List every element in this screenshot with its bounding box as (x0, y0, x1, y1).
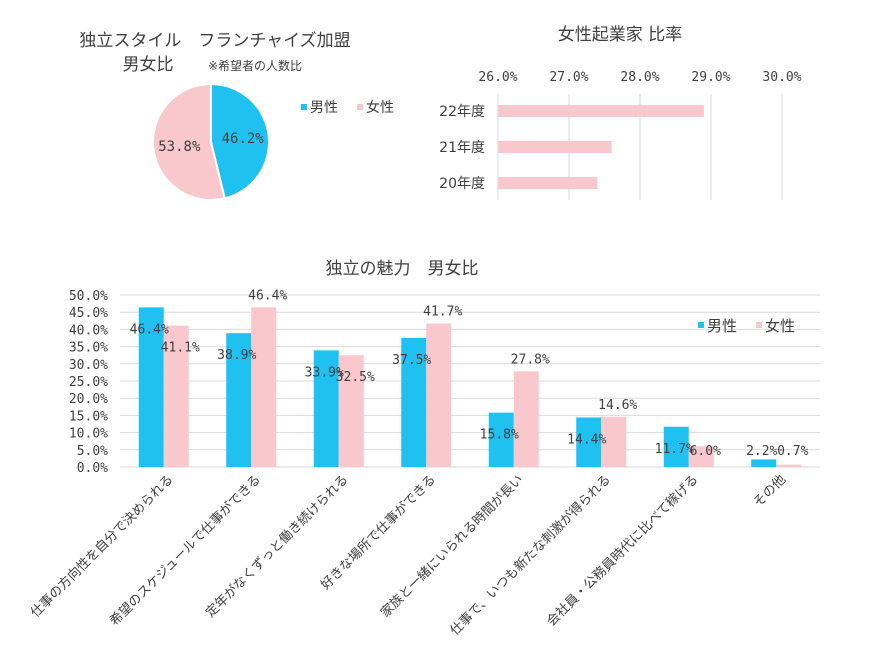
pie-slices (152, 82, 270, 201)
appeal-legend: 男性 女性 (698, 317, 795, 335)
pie-slice-female (152, 82, 226, 201)
appeal-bar-male (138, 307, 164, 467)
appeal-bar-female (163, 325, 189, 467)
appeal-data-label-female: 41.7% (423, 305, 462, 320)
appeal-legend-female-marker-icon (756, 322, 762, 328)
appeal-bar-male (663, 426, 689, 467)
appeal-category-labels: 仕事の方向性を自分で決められる希望のスケジュールで仕事ができる定年がなくずっと働… (27, 472, 789, 639)
ratio-tick-label: 30.0% (762, 70, 801, 85)
appeal-bar-male (226, 333, 252, 467)
pie-data-label: 53.8% (158, 139, 201, 155)
pie-note: ※希望者の人数比 (208, 58, 302, 73)
ratio-bar (498, 177, 598, 189)
ratio-tick-label: 28.0% (620, 70, 659, 85)
appeal-legend-male-marker-icon (698, 322, 704, 328)
appeal-data-label-female: 46.4% (248, 288, 287, 303)
appeal-category-label: 家族と一緒にいられる時間が長い (377, 472, 526, 621)
appeal-data-label-male: 38.9% (217, 348, 256, 363)
ratio-bar (498, 141, 612, 153)
appeal-data-labels: 46.4% 41.1% 38.9% 46.4% 33.9%32.5% 37.5% 41.7%… (130, 288, 809, 459)
appeal-category-label: 仕事で、いつも新たな刺激が得られる (447, 472, 614, 639)
appeal-bar-male (401, 338, 427, 467)
pie-slice-male (210, 82, 270, 200)
appeal-tick-label: 15.0% (69, 409, 108, 424)
pie-subtitle: 男女比 (123, 55, 174, 75)
ratio-category-labels: 22年度 21年度 20年度 (439, 104, 485, 192)
pie-title: 独立スタイル フランチャイズ加盟 (79, 31, 350, 51)
appeal-bar-male (576, 417, 602, 467)
appeal-tick-label: 20.0% (69, 392, 108, 407)
appeal-bar-female (251, 307, 277, 467)
ratio-category-label: 22年度 (439, 104, 485, 120)
appeal-tick-label: 30.0% (69, 358, 108, 373)
appeal-bar-female (426, 323, 452, 467)
appeal-data-label-female: 27.8% (511, 352, 550, 367)
appeal-chart-panel: 独立の魅力 男女比 50.0% 45.0% 40.0% 35.0% 30.0% 25.0%… (27, 259, 820, 639)
appeal-bar-male (751, 459, 777, 467)
legend-male-label: 男性 (310, 100, 338, 116)
ratio-bar (498, 105, 704, 117)
ratio-axis-ticks: 26.0% 27.0% 28.0% 29.0% 30.0% (478, 70, 801, 85)
appeal-bar-male (313, 350, 339, 467)
ratio-tick-label: 29.0% (691, 70, 730, 85)
pie-labels: 46.2% 53.8% (158, 131, 264, 155)
appeal-data-label-male: 14.4% (567, 432, 606, 447)
appeal-bars (138, 307, 802, 467)
appeal-category-label: その他 (751, 472, 789, 510)
appeal-data-label-male: 11.7% (655, 442, 694, 457)
appeal-data-label-male: 37.5% (392, 353, 431, 368)
appeal-bar-male (488, 412, 514, 467)
appeal-tick-label: 45.0% (69, 306, 108, 321)
appeal-tick-label: 5.0% (77, 444, 108, 459)
legend-female-marker-icon (357, 104, 363, 110)
pie-legend: 男性 女性 (301, 99, 394, 116)
appeal-category-label: 希望のスケジュールで仕事ができる (107, 472, 265, 630)
ratio-category-label: 21年度 (439, 140, 485, 156)
appeal-title: 独立の魅力 男女比 (326, 259, 479, 279)
appeal-data-label-male: 33.9% (305, 365, 344, 380)
appeal-bar-female (688, 446, 714, 467)
ratio-tick-label: 27.0% (549, 70, 588, 85)
appeal-data-label-female: 0.7% (777, 444, 808, 459)
appeal-bar-female (513, 371, 539, 467)
appeal-data-label-male: 46.4% (130, 322, 169, 337)
appeal-tick-label: 35.0% (69, 341, 108, 356)
appeal-data-label-female: 6.0% (690, 444, 721, 459)
ratio-tick-label: 26.0% (478, 70, 517, 85)
appeal-category-label: 仕事の方向性を自分で決められる (27, 472, 176, 621)
appeal-bar-female (601, 416, 627, 467)
appeal-tick-label: 10.0% (69, 427, 108, 442)
appeal-tick-label: 0.0% (77, 461, 108, 476)
appeal-axis-ticks: 50.0% 45.0% 40.0% 35.0% 30.0% 25.0% 20.0% 15.0%… (69, 289, 108, 476)
appeal-bar-female (776, 464, 802, 467)
appeal-legend-female-label: 女性 (765, 317, 795, 335)
ratio-title: 女性起業家 比率 (558, 25, 682, 45)
legend-female-label: 女性 (366, 99, 394, 116)
legend-male-marker-icon (301, 104, 307, 110)
appeal-legend-male-label: 男性 (707, 317, 737, 335)
ratio-bars (498, 105, 704, 189)
appeal-tick-label: 40.0% (69, 323, 108, 338)
appeal-category-label: 会社員・公務員時代に比べて稼げる (544, 472, 702, 630)
appeal-tick-label: 50.0% (69, 289, 108, 304)
ratio-category-label: 20年度 (439, 176, 485, 192)
appeal-data-label-female: 14.6% (598, 398, 637, 413)
appeal-tick-label: 25.0% (69, 375, 108, 390)
pie-data-label: 46.2% (222, 131, 265, 147)
appeal-data-label-female: 41.1% (161, 341, 200, 356)
appeal-data-label-male: 15.8% (480, 428, 519, 443)
appeal-data-label-female: 32.5% (336, 370, 375, 385)
appeal-data-label-male: 2.2% (746, 444, 777, 459)
appeal-category-label: 定年がなくずっと働き続けられる (203, 472, 352, 621)
pie-chart-panel: 独立スタイル フランチャイズ加盟 男女比 ※希望者の人数比 46.2% 53.8%… (79, 31, 394, 201)
appeal-bar-female (338, 355, 364, 467)
ratio-chart-panel: 女性起業家 比率 26.0% 27.0% 28.0% 29.0% 30.0% 22年度2… (439, 25, 802, 200)
